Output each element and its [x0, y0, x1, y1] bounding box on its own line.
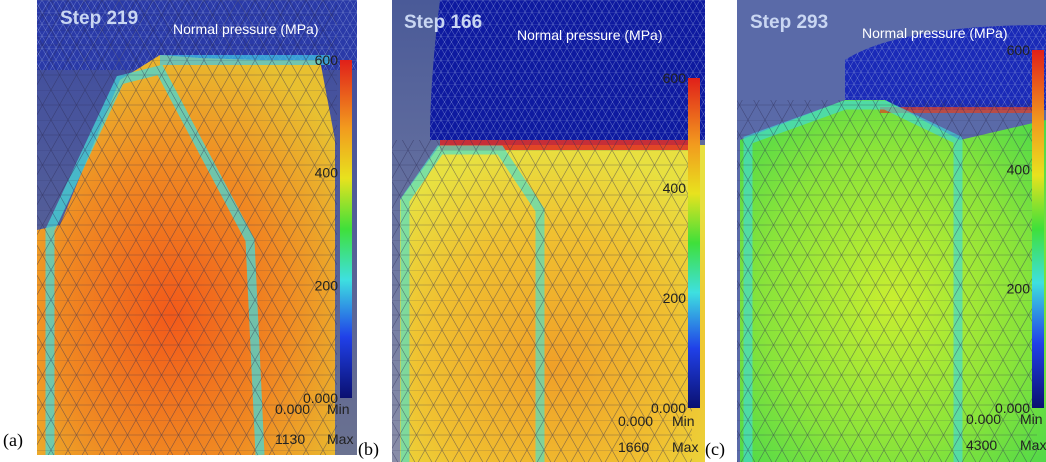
max-value: 1130	[275, 431, 305, 447]
max-value: 4300	[966, 437, 997, 453]
colorbar-tick: 400	[1007, 161, 1031, 177]
colorbar-tick: 600	[663, 70, 687, 86]
colorbar-tick: 200	[663, 290, 687, 306]
panel-label: (a)	[3, 430, 23, 451]
panel-c-image	[737, 0, 1046, 462]
max-value: 1660	[618, 439, 649, 455]
min-value: 0.000	[618, 413, 653, 429]
colorbar-tick: 600	[315, 52, 339, 68]
min-label: Min	[672, 413, 695, 429]
colorbar	[688, 78, 700, 408]
colorbar-title: Normal pressure (MPa)	[517, 27, 662, 43]
colorbar-tick: 0.000	[303, 390, 338, 406]
min-value: 0.000	[275, 401, 310, 417]
colorbar-title: Normal pressure (MPa)	[173, 21, 318, 37]
min-label: Min	[327, 401, 350, 417]
colorbar-tick: 400	[663, 180, 687, 196]
min-label: Min	[1020, 411, 1043, 427]
max-label: Max	[1020, 437, 1046, 453]
panel-a-image	[37, 0, 357, 456]
min-value: 0.000	[966, 411, 1001, 427]
max-label: Max	[327, 431, 353, 447]
colorbar-tick: 400	[315, 165, 339, 181]
colorbar	[340, 60, 352, 398]
overlays: Step 219 Normal pressure (MPa)6004002000.…	[3, 8, 1046, 460]
colorbar-title: Normal pressure (MPa)	[862, 25, 1007, 41]
colorbar-tick: 0.000	[651, 400, 686, 416]
max-label: Max	[672, 439, 698, 455]
panel-label: (b)	[358, 439, 379, 460]
step-label: Step 293	[750, 12, 828, 33]
colorbar-tick: 200	[315, 277, 339, 293]
colorbar-tick: 200	[1007, 281, 1031, 297]
colorbar-tick: 0.000	[995, 400, 1030, 416]
colorbar	[1032, 50, 1044, 408]
step-label: Step 166	[404, 12, 482, 33]
colorbar-tick: 600	[1007, 42, 1031, 58]
panel-b-image	[392, 0, 705, 462]
step-label: Step 219	[60, 8, 138, 29]
panel-label: (c)	[705, 439, 725, 460]
